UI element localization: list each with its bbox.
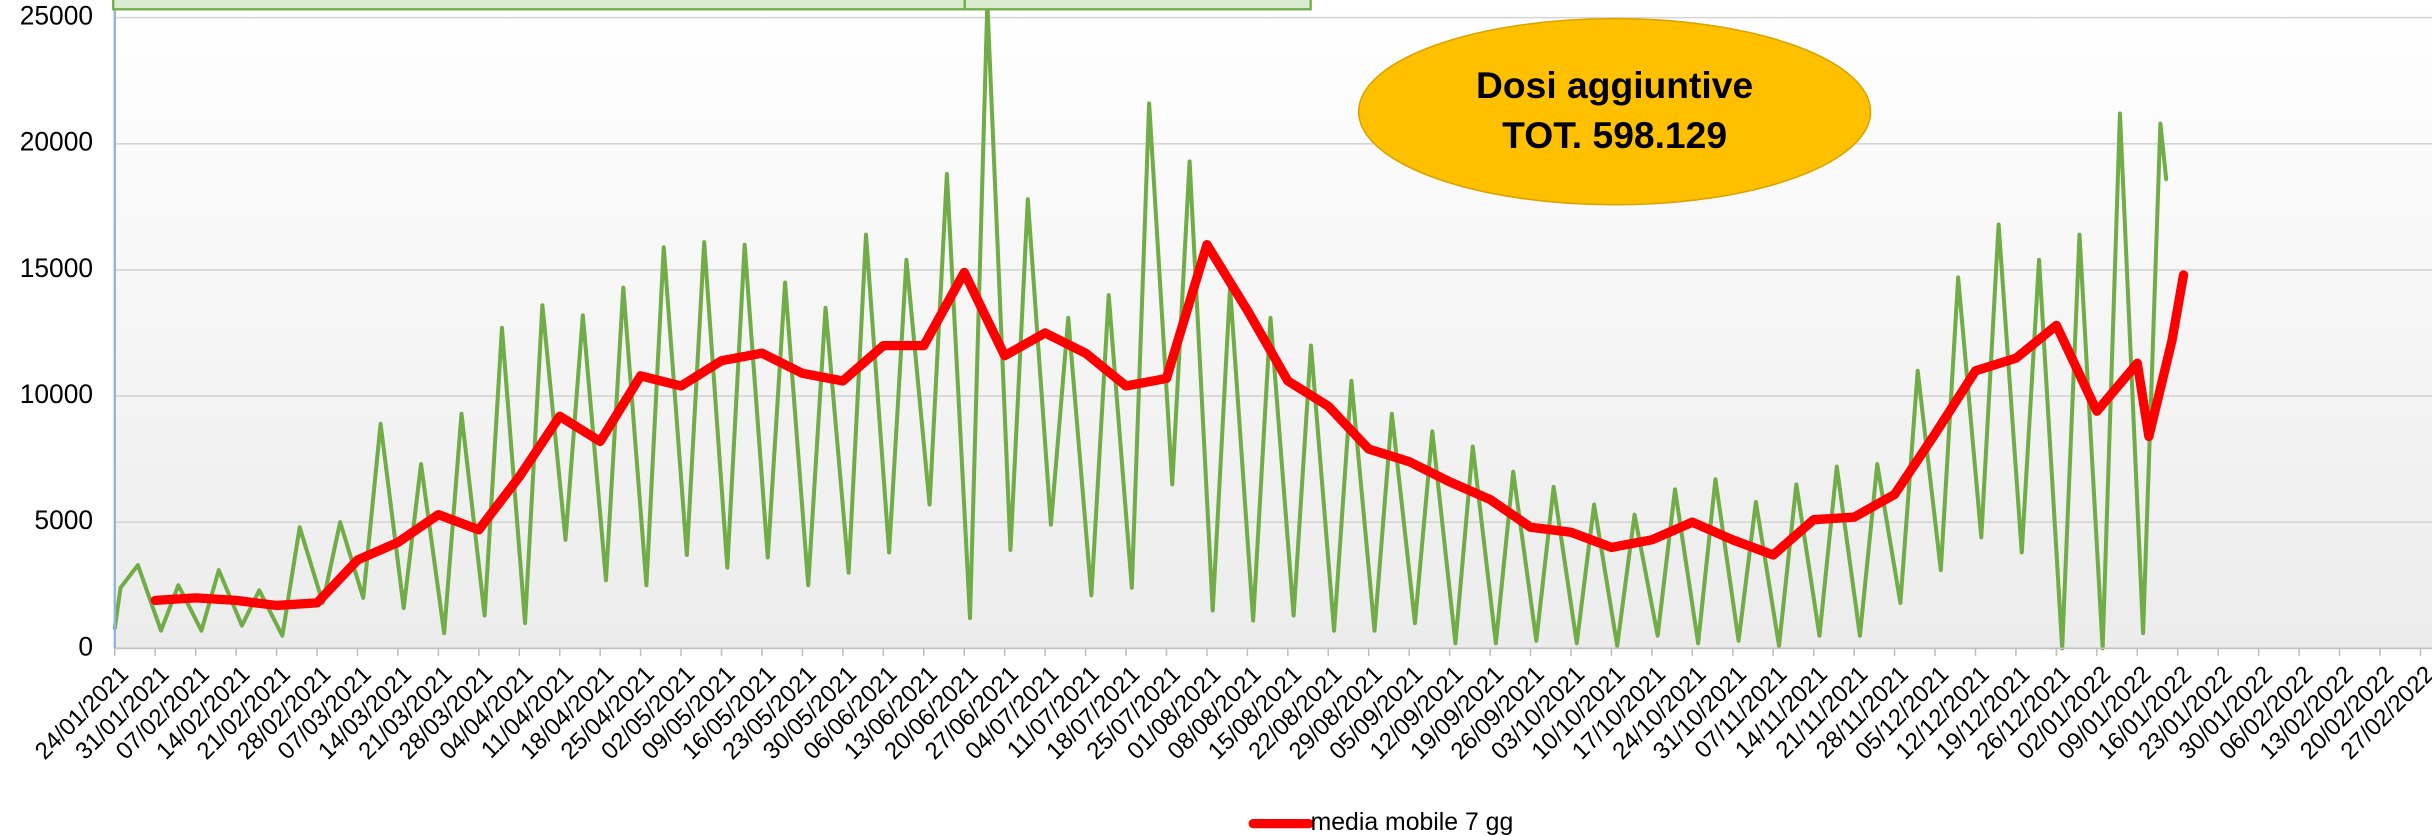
- series-line: [112, 0, 2169, 651]
- header-box: [963, 0, 1312, 11]
- annotation-text: TOT. 598.129: [1502, 114, 1727, 156]
- y-tick-label: 0: [78, 631, 93, 661]
- annotation-bubble: [1357, 17, 1872, 206]
- y-tick-label: 5000: [34, 505, 93, 535]
- series-line: [150, 240, 2189, 611]
- plot-area: [114, 0, 2432, 649]
- y-tick-label: 10000: [20, 379, 93, 409]
- legend: media mobile 7 gg: [1248, 809, 1514, 836]
- y-tick-label: 15000: [20, 253, 93, 283]
- y-tick-label: 25000: [20, 1, 93, 31]
- header-box: [112, 0, 966, 11]
- y-tick-label: 20000: [20, 127, 93, 157]
- annotation-text: Dosi aggiuntive: [1476, 64, 1753, 106]
- legend-label: media mobile 7 gg: [1311, 809, 1514, 836]
